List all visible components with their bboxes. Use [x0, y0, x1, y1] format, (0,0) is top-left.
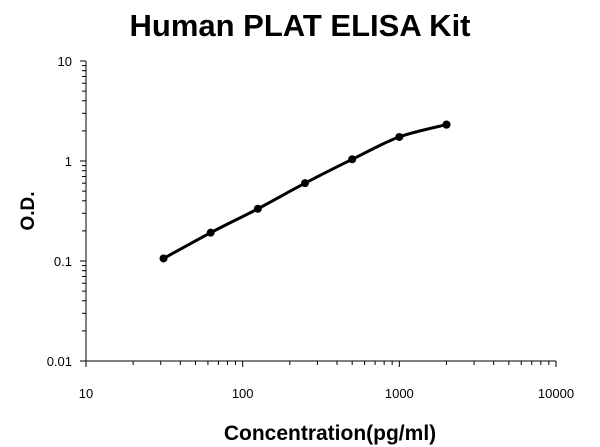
y-tick-label: 10 [58, 54, 72, 69]
minor-ticks [82, 65, 550, 365]
data-point [348, 155, 357, 164]
tick-labels: 10 100 1000 10000 0.01 0.1 1 10 [47, 54, 574, 401]
y-tick-label: 0.1 [54, 254, 72, 269]
data-points [159, 120, 451, 263]
y-tick-label: 0.01 [47, 354, 72, 369]
x-tick-label: 100 [232, 386, 254, 401]
data-point [253, 204, 262, 213]
y-axis-title: O.D. [18, 191, 39, 230]
x-tick-label: 10 [79, 386, 93, 401]
x-tick-label: 10000 [538, 386, 574, 401]
chart-title: Human PLAT ELISA Kit [129, 8, 471, 43]
data-point [301, 179, 310, 188]
x-axis-title: Concentration(pg/ml) [224, 422, 436, 445]
x-tick-label: 1000 [385, 386, 414, 401]
data-point [159, 254, 168, 263]
data-point [206, 228, 215, 237]
axes [80, 60, 557, 367]
y-tick-label: 1 [65, 154, 72, 169]
data-point [442, 120, 451, 129]
data-point [395, 132, 404, 141]
standard-curve-line [162, 123, 448, 260]
